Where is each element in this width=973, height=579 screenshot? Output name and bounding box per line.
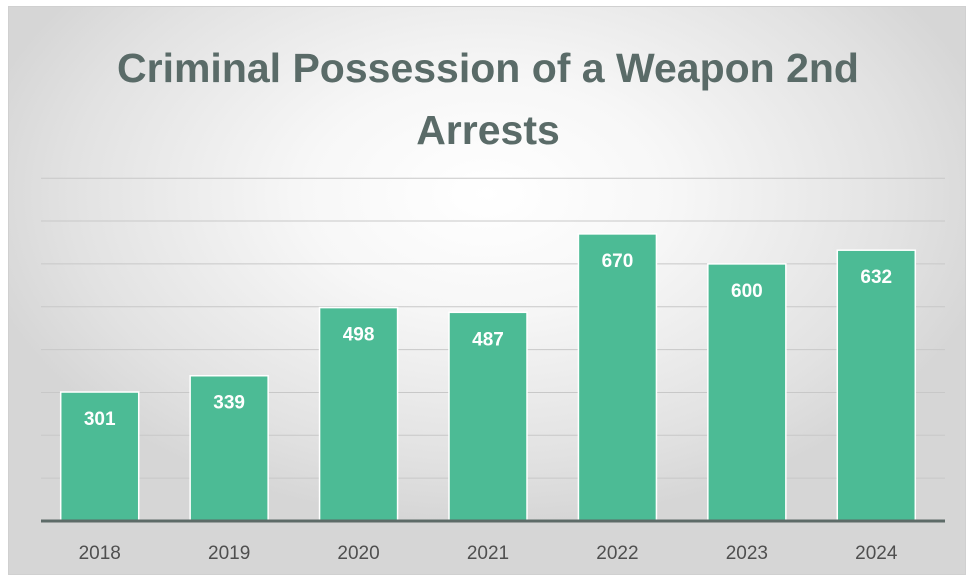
chart-title-line-2: Arrests <box>416 107 560 153</box>
data-label-2024: 632 <box>860 267 892 288</box>
x-tick-label-2022: 2022 <box>596 543 638 564</box>
bar-2023 <box>707 263 787 522</box>
bar-2024 <box>836 249 917 522</box>
chart-area: Criminal Possession of a Weapon 2nd Arre… <box>8 6 966 575</box>
bar-2020 <box>318 306 399 522</box>
bar-2019 <box>189 374 269 522</box>
data-label-2021: 487 <box>472 329 504 350</box>
data-label-2023: 600 <box>731 281 763 302</box>
x-tick-label-2018: 2018 <box>79 543 121 564</box>
chart-title: Criminal Possession of a Weapon 2nd Arre… <box>9 37 965 161</box>
x-tick-label-2021: 2021 <box>467 543 509 564</box>
bar-2021 <box>448 311 528 522</box>
x-tick-label-2024: 2024 <box>855 543 898 564</box>
data-label-2020: 498 <box>343 325 375 346</box>
bar-2022 <box>577 233 658 522</box>
x-tick-label-2019: 2019 <box>208 543 250 564</box>
chart-title-line-1: Criminal Possession of a Weapon 2nd <box>117 45 859 91</box>
bar-2018 <box>59 391 140 522</box>
bar-chart-plot: 301 2018 339 2019 498 2020 487 2021 670 2022 600 20… <box>41 177 945 564</box>
x-tick-label-2020: 2020 <box>337 543 379 564</box>
data-label-2019: 339 <box>213 393 245 414</box>
data-label-2022: 670 <box>602 251 634 272</box>
data-label-2018: 301 <box>84 409 116 430</box>
x-tick-label-2023: 2023 <box>726 543 768 564</box>
